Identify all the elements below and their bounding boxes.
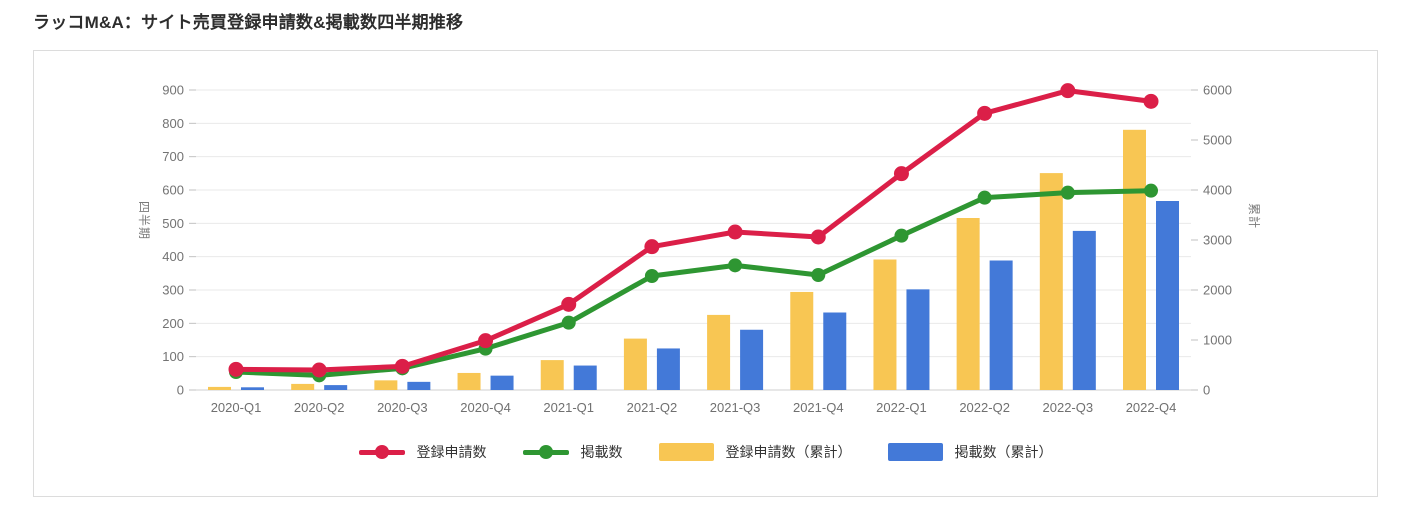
x-tick-label: 2022-Q4 bbox=[1126, 400, 1177, 415]
y-tick-label-right: 3000 bbox=[1203, 233, 1232, 248]
legend-label: 登録申請数 bbox=[416, 444, 487, 460]
bar-listings-cumulative bbox=[573, 365, 597, 390]
bar-registrations-cumulative bbox=[208, 386, 231, 390]
x-tick-label: 2020-Q2 bbox=[294, 400, 345, 415]
bar-registrations-cumulative bbox=[540, 360, 564, 390]
x-tick-label: 2021-Q1 bbox=[543, 400, 594, 415]
y-tick-label-right: 6000 bbox=[1203, 83, 1232, 98]
bar-listings-cumulative bbox=[906, 289, 930, 390]
y-tick-label-left: 500 bbox=[162, 216, 184, 231]
legend-dot-red bbox=[374, 445, 389, 459]
y-axis-title-right: 累計 bbox=[1247, 203, 1261, 230]
x-tick-label: 2022-Q3 bbox=[1043, 400, 1094, 415]
point-listings bbox=[728, 258, 743, 273]
y-tick-label-left: 0 bbox=[177, 383, 184, 398]
point-registrations bbox=[1060, 83, 1076, 99]
point-listings bbox=[977, 190, 992, 205]
bar-listings-cumulative bbox=[241, 387, 264, 390]
legend-line-marker-red bbox=[358, 445, 405, 459]
bar-registrations-cumulative bbox=[1123, 129, 1146, 391]
legend-item-listings-cumulative[interactable]: 掲載数（累計） bbox=[887, 442, 1053, 462]
line-registrations bbox=[233, 88, 1154, 373]
x-tick-label: 2021-Q3 bbox=[710, 400, 761, 415]
legend-item-listings[interactable]: 掲載数 bbox=[522, 442, 623, 462]
bar-listings-cumulative bbox=[490, 375, 514, 390]
point-registrations bbox=[311, 362, 327, 378]
x-tick-label: 2022-Q1 bbox=[876, 400, 927, 415]
y-tick-label-left: 600 bbox=[162, 183, 184, 198]
x-tick-label: 2020-Q1 bbox=[211, 400, 262, 415]
legend-label: 掲載数（累計） bbox=[954, 444, 1053, 460]
point-listings bbox=[1144, 183, 1158, 198]
bar-registrations-cumulative bbox=[956, 218, 980, 390]
point-listings bbox=[561, 315, 576, 330]
bar-registrations-cumulative bbox=[623, 338, 647, 390]
legend-rect-marker-yellow bbox=[658, 443, 714, 461]
point-registrations bbox=[644, 239, 660, 255]
x-tick-label: 2020-Q4 bbox=[460, 400, 511, 415]
bar-registrations-cumulative bbox=[790, 291, 814, 390]
x-tick-label: 2021-Q2 bbox=[627, 400, 678, 415]
legend-item-registrations-cumulative[interactable]: 登録申請数（累計） bbox=[658, 442, 852, 462]
bar-listings-cumulative bbox=[740, 329, 764, 390]
legend-rect-marker-blue bbox=[887, 443, 943, 461]
bar-listings-cumulative bbox=[407, 381, 431, 390]
y-tick-label-left: 900 bbox=[162, 83, 184, 98]
y-tick-label-right: 4000 bbox=[1203, 183, 1232, 198]
y-tick-label-left: 100 bbox=[162, 349, 184, 364]
point-registrations bbox=[394, 358, 410, 374]
point-registrations bbox=[727, 224, 743, 240]
legend-line-marker-green bbox=[522, 445, 569, 459]
point-registrations bbox=[977, 105, 993, 121]
bar-registrations-cumulative bbox=[873, 259, 897, 390]
point-registrations bbox=[810, 229, 826, 245]
chart-card: 0 100 200 300 400 500 600 700 800 900 0 1000 2000 300… bbox=[33, 50, 1378, 497]
chart-legend: 登録申請数 掲載数 登録申請数（累計） 掲載数（累計） bbox=[34, 442, 1377, 462]
x-tick-label: 2022-Q2 bbox=[959, 400, 1010, 415]
y-tick-label-left: 700 bbox=[162, 149, 184, 164]
bar-registrations-cumulative bbox=[707, 314, 731, 390]
y-tick-label-right: 5000 bbox=[1203, 133, 1232, 148]
point-registrations bbox=[228, 361, 244, 377]
chart-plot-area: 0 100 200 300 400 500 600 700 800 900 0 1000 2000 300… bbox=[162, 83, 1232, 416]
point-listings bbox=[644, 269, 659, 283]
y-tick-label-left: 200 bbox=[162, 316, 184, 331]
legend-label: 掲載数 bbox=[580, 444, 623, 460]
legend-label: 登録申請数（累計） bbox=[725, 444, 852, 460]
point-registrations bbox=[561, 296, 577, 312]
bar-registrations-cumulative bbox=[1039, 173, 1063, 390]
bar-listings-cumulative bbox=[656, 348, 680, 390]
point-listings bbox=[811, 268, 826, 282]
x-tick-label: 2021-Q4 bbox=[793, 400, 844, 415]
point-registrations bbox=[478, 333, 494, 349]
legend-item-registrations[interactable]: 登録申請数 bbox=[358, 442, 487, 462]
y-tick-label-left: 300 bbox=[162, 283, 184, 298]
y-tick-label-right: 2000 bbox=[1203, 283, 1232, 298]
bar-registrations-cumulative bbox=[374, 380, 398, 390]
y-tick-label-left: 400 bbox=[162, 249, 184, 264]
bar-listings-cumulative bbox=[324, 385, 348, 390]
y-tick-label-right: 0 bbox=[1203, 383, 1210, 398]
bar-listings-cumulative bbox=[989, 260, 1013, 390]
bar-listings-cumulative bbox=[1156, 201, 1179, 390]
y-tick-label-left: 800 bbox=[162, 116, 184, 131]
y-axis-title-left: 四半期 bbox=[137, 201, 151, 241]
bar-listings-cumulative bbox=[823, 312, 847, 390]
point-registrations bbox=[893, 166, 909, 182]
line-listings bbox=[233, 188, 1154, 378]
chart-title: ラッコM&A：サイト売買登録申請数&掲載数四半期推移 bbox=[33, 13, 464, 32]
point-listings bbox=[1060, 185, 1075, 200]
y-tick-label-right: 1000 bbox=[1203, 333, 1232, 348]
point-registrations bbox=[1143, 93, 1159, 109]
bar-registrations-cumulative bbox=[291, 383, 315, 390]
legend-dot-green bbox=[538, 445, 553, 459]
bar-listings-cumulative bbox=[1072, 230, 1096, 390]
bar-registrations-cumulative bbox=[457, 372, 481, 390]
point-listings bbox=[894, 228, 909, 243]
x-tick-label: 2020-Q3 bbox=[377, 400, 428, 415]
